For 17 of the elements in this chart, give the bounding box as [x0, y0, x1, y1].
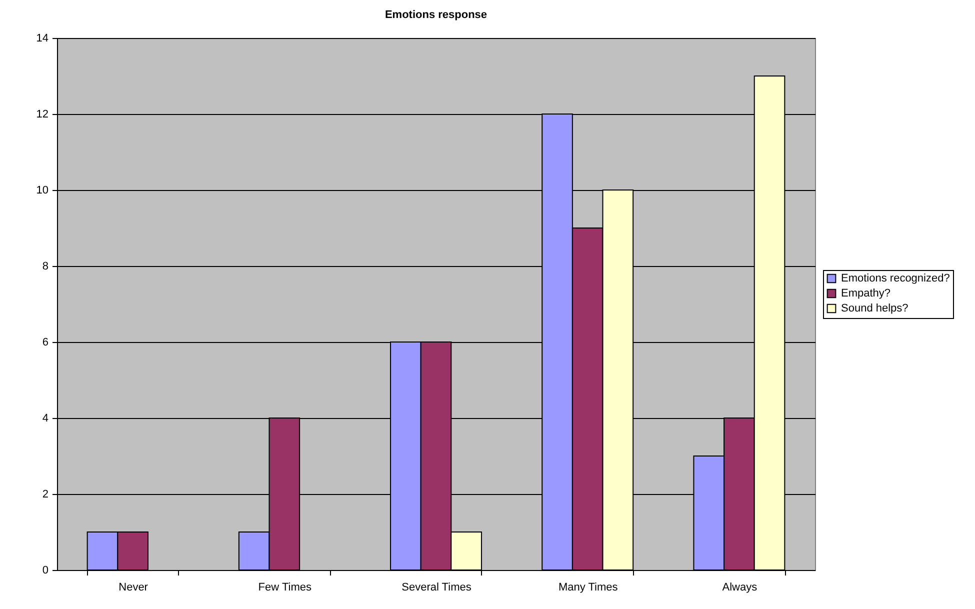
x-tick-label: Always — [722, 582, 758, 594]
x-tick-label: Many Times — [558, 582, 618, 594]
x-tick-label: Few Times — [258, 582, 312, 594]
y-tick-label: 14 — [36, 32, 48, 44]
chart-title: Emotions response — [384, 9, 488, 21]
y-tick-label: 10 — [36, 184, 48, 196]
legend-label: Sound helps? — [841, 302, 908, 314]
y-tick-label: 4 — [42, 412, 48, 424]
legend-label: Empathy? — [841, 288, 891, 300]
y-tick-label: 0 — [42, 564, 48, 576]
legend-label: Emotions recognized? — [841, 272, 950, 284]
y-tick-label: 2 — [42, 488, 48, 500]
x-tick-label: Several Times — [402, 582, 472, 594]
y-tick-label: 12 — [36, 108, 48, 120]
x-tick-label: Never — [118, 582, 148, 594]
y-tick-label: 6 — [42, 336, 48, 348]
y-tick-label: 8 — [42, 260, 48, 272]
